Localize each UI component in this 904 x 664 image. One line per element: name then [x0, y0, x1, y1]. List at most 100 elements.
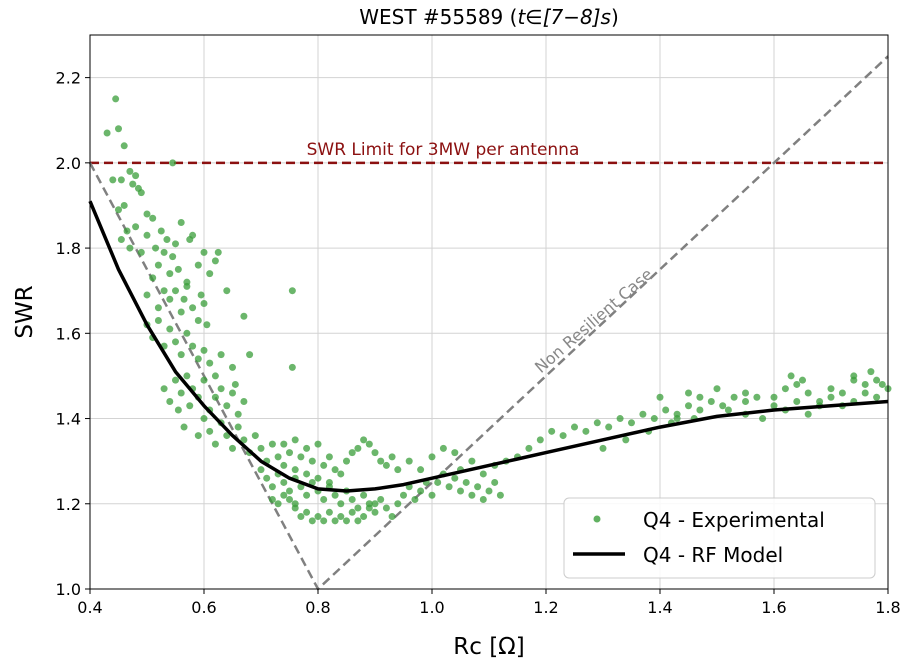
experimental-point: [180, 423, 188, 431]
experimental-point: [268, 496, 276, 504]
experimental-point: [149, 214, 157, 222]
x-tick-label: 1.2: [533, 598, 558, 617]
experimental-point: [742, 389, 749, 397]
experimental-point: [183, 372, 191, 380]
experimental-point: [371, 500, 379, 508]
experimental-point: [468, 457, 476, 465]
swr-limit-label: SWR Limit for 3MW per antenna: [307, 140, 580, 160]
experimental-point: [724, 406, 732, 414]
experimental-point: [331, 466, 339, 474]
experimental-point: [599, 444, 607, 452]
experimental-point: [211, 393, 219, 401]
experimental-point: [331, 491, 339, 499]
experimental-point: [177, 219, 185, 227]
experimental-point: [320, 461, 328, 469]
experimental-point: [308, 457, 316, 465]
experimental-point: [115, 206, 122, 214]
experimental-point: [462, 478, 470, 486]
y-tick-label: 1.8: [56, 239, 81, 258]
experimental-point: [157, 227, 165, 235]
x-tick-label: 1.4: [647, 598, 672, 617]
experimental-point: [348, 449, 356, 457]
experimental-point: [827, 385, 835, 393]
experimental-point: [177, 389, 185, 397]
experimental-point: [257, 466, 265, 474]
experimental-point: [120, 201, 128, 209]
experimental-point: [325, 508, 333, 516]
experimental-point: [240, 397, 248, 405]
experimental-point: [485, 487, 493, 495]
experimental-point: [867, 368, 875, 376]
experimental-point: [200, 376, 208, 384]
experimental-point: [713, 385, 721, 393]
experimental-point: [314, 513, 322, 521]
experimental-point: [337, 513, 345, 521]
experimental-point: [286, 496, 293, 504]
experimental-point: [525, 444, 533, 452]
experimental-point: [434, 478, 442, 486]
experimental-point: [348, 508, 356, 516]
experimental-point: [174, 406, 182, 414]
experimental-point: [223, 402, 231, 410]
experimental-point: [394, 500, 402, 508]
experimental-point: [280, 461, 288, 469]
chart-title: WEST #55589 (t∈[7−8]s): [359, 5, 619, 29]
experimental-point: [400, 491, 407, 499]
experimental-point: [177, 308, 185, 316]
experimental-point: [268, 440, 276, 448]
experimental-point: [474, 483, 482, 491]
experimental-point: [229, 389, 236, 397]
experimental-point: [166, 397, 174, 405]
experimental-point: [154, 261, 162, 269]
plot-frame: [89, 34, 889, 590]
experimental-point: [211, 372, 219, 380]
experimental-point: [685, 389, 692, 397]
experimental-point: [593, 419, 601, 427]
experimental-point: [793, 380, 801, 388]
legend-experimental-marker: [593, 515, 601, 523]
legend-model-label: Q4 - RF Model: [643, 543, 783, 567]
y-tick-label: 1.0: [56, 580, 81, 599]
experimental-point: [169, 253, 177, 261]
experimental-point: [365, 440, 373, 448]
experimental-point: [662, 406, 670, 414]
experimental-point: [117, 176, 125, 184]
experimental-point: [206, 359, 214, 367]
experimental-point: [123, 227, 131, 235]
experimental-point: [251, 432, 259, 440]
experimental-point: [203, 321, 211, 329]
experimental-point: [291, 500, 299, 508]
experimental-point: [274, 453, 282, 461]
experimental-point: [103, 129, 111, 137]
experimental-point: [163, 236, 171, 244]
experimental-point: [160, 248, 168, 256]
experimental-point: [838, 389, 846, 397]
experimental-point: [445, 483, 453, 491]
x-tick-label: 1.0: [419, 598, 444, 617]
experimental-point: [360, 513, 368, 521]
experimental-point: [229, 363, 236, 371]
experimental-point: [685, 402, 692, 410]
experimental-point: [194, 355, 202, 363]
experimental-point: [770, 402, 778, 410]
experimental-point: [109, 176, 117, 184]
experimental-point: [616, 415, 624, 423]
experimental-point: [286, 449, 293, 457]
experimental-point: [696, 393, 704, 401]
experimental-point: [154, 317, 162, 325]
experimental-point: [354, 444, 362, 452]
experimental-point: [656, 393, 664, 401]
experimental-point: [308, 517, 316, 525]
experimental-point: [206, 427, 214, 435]
y-tick-label: 1.4: [56, 410, 81, 429]
experimental-point: [571, 423, 578, 431]
experimental-point: [240, 312, 248, 320]
experimental-point: [183, 329, 191, 337]
experimental-point: [129, 180, 137, 188]
x-tick-label: 1.8: [875, 598, 900, 617]
experimental-point: [200, 248, 208, 256]
chart-title-suffix: ): [611, 5, 619, 29]
experimental-point: [303, 491, 311, 499]
experimental-point: [172, 338, 179, 346]
